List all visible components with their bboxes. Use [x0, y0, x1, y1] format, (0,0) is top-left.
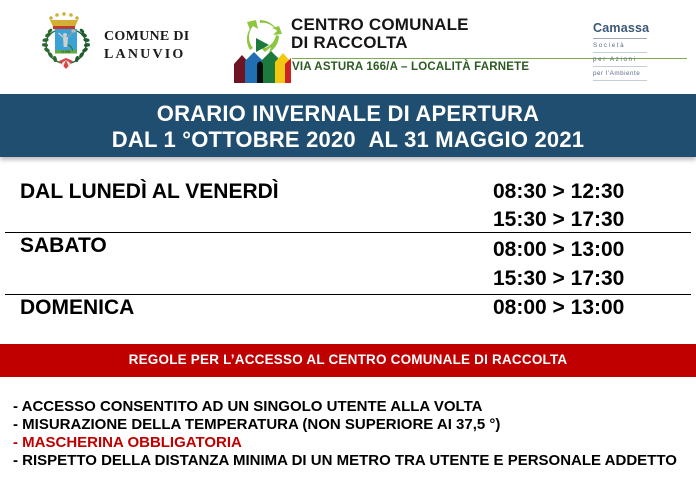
svg-text:I.S.M.R.: I.S.M.R. [61, 49, 72, 53]
